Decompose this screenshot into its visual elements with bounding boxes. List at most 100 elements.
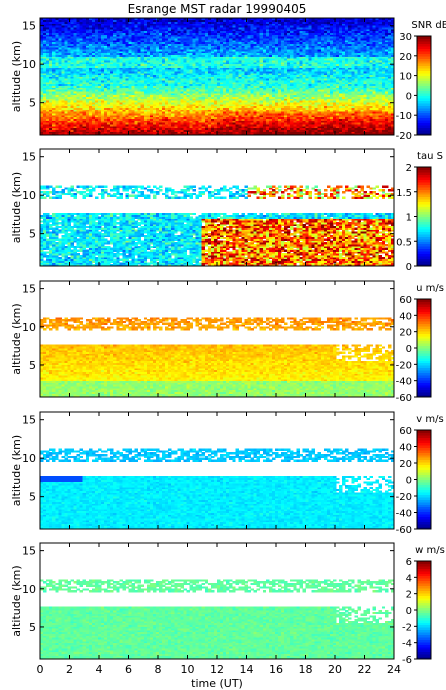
heatmap-cell (122, 129, 126, 132)
heatmap-cell (140, 111, 145, 114)
heatmap-cell (107, 83, 111, 87)
heatmap-cell (58, 76, 62, 79)
heatmap-cell (189, 61, 193, 65)
heatmap-cell (229, 91, 233, 94)
heatmap-cell (168, 34, 172, 37)
heatmap-cell (79, 127, 84, 130)
heatmap-cell (79, 133, 84, 136)
heatmap-cell (76, 131, 81, 134)
heatmap-cell (149, 45, 154, 48)
heatmap-cell (43, 92, 47, 96)
heatmap-cell (152, 98, 157, 101)
heatmap-cell (189, 114, 193, 118)
heatmap-cell (241, 100, 245, 103)
heatmap-cell (101, 96, 105, 99)
heatmap-cell (104, 52, 108, 55)
heatmap-cell (149, 58, 154, 61)
heatmap-cell (241, 58, 245, 61)
heatmap-cell (52, 50, 56, 54)
heatmap-cell (235, 122, 239, 125)
heatmap-cell (134, 83, 139, 87)
heatmap-cell (143, 96, 148, 99)
heatmap-cell (155, 45, 160, 48)
heatmap-cell (91, 122, 96, 125)
heatmap-cell (52, 92, 56, 96)
heatmap-cell (204, 127, 209, 130)
heatmap-cell (207, 39, 212, 43)
heatmap-cell (55, 72, 59, 76)
heatmap-cell (79, 38, 84, 41)
heatmap-cell (204, 38, 209, 41)
heatmap-cell (223, 45, 227, 48)
heatmap-cell (49, 116, 53, 119)
heatmap-cell (223, 28, 227, 32)
heatmap-cell (174, 78, 178, 81)
heatmap-cell (43, 39, 47, 43)
heatmap-cell (192, 45, 197, 48)
heatmap-cell (97, 74, 102, 77)
heatmap-cell (131, 102, 135, 105)
heatmap-cell (49, 103, 53, 107)
heatmap-cell (220, 38, 224, 41)
heatmap-cell (73, 58, 78, 61)
heatmap-cell (201, 41, 206, 44)
heatmap-cell (125, 45, 129, 48)
heatmap-cell (55, 118, 59, 121)
heatmap-cell (94, 25, 99, 28)
heatmap-cell (91, 81, 96, 85)
heatmap-cell (183, 131, 187, 134)
heatmap-cell (122, 60, 126, 63)
heatmap-cell (128, 81, 132, 85)
heatmap-cell (104, 21, 108, 24)
heatmap-cell (162, 122, 166, 125)
heatmap-cell (149, 74, 154, 77)
heatmap-cell (70, 38, 74, 41)
heatmap-cell (116, 36, 120, 39)
heatmap-cell (177, 27, 181, 30)
heatmap-cell (174, 19, 178, 23)
heatmap-cell (113, 39, 117, 43)
heatmap-cell (79, 30, 84, 34)
heatmap-cell (64, 65, 68, 68)
heatmap-cell (94, 36, 99, 39)
heatmap-cell (70, 25, 74, 28)
heatmap-cell (210, 78, 215, 81)
heatmap-cell (210, 52, 215, 55)
heatmap-cell (238, 100, 242, 103)
heatmap-cell (110, 63, 114, 66)
heatmap-cell (244, 118, 248, 121)
heatmap-cell (131, 113, 135, 116)
heatmap-cell (165, 80, 169, 83)
heatmap-cell (223, 96, 227, 99)
heatmap-cell (140, 89, 145, 92)
heatmap-cell (97, 92, 102, 96)
heatmap-cell (149, 111, 154, 114)
heatmap-cell (195, 122, 200, 125)
heatmap-cell (220, 92, 224, 96)
heatmap-cell (43, 122, 47, 125)
heatmap-cell (204, 39, 209, 43)
heatmap-cell (223, 76, 227, 79)
heatmap-cell (104, 98, 108, 101)
heatmap-cell (128, 78, 132, 81)
heatmap-cell (61, 23, 65, 26)
heatmap-cell (70, 76, 74, 79)
heatmap-cell (137, 41, 142, 44)
heatmap-cell (192, 122, 197, 125)
heatmap-cell (241, 63, 245, 66)
heatmap-cell (82, 74, 87, 77)
heatmap-cell (113, 100, 117, 103)
heatmap-cell (107, 56, 111, 59)
heatmap-cell (177, 36, 181, 39)
heatmap-cell (232, 56, 236, 59)
heatmap-cell (125, 56, 129, 59)
heatmap-cell (162, 63, 166, 66)
heatmap-cell (119, 60, 123, 63)
heatmap-cell (137, 25, 142, 28)
heatmap-cell (64, 38, 68, 41)
heatmap-cell (137, 89, 142, 92)
heatmap-cell (64, 21, 68, 24)
heatmap-cell (223, 74, 227, 77)
heatmap-cell (198, 27, 203, 30)
heatmap-cell (70, 118, 74, 121)
